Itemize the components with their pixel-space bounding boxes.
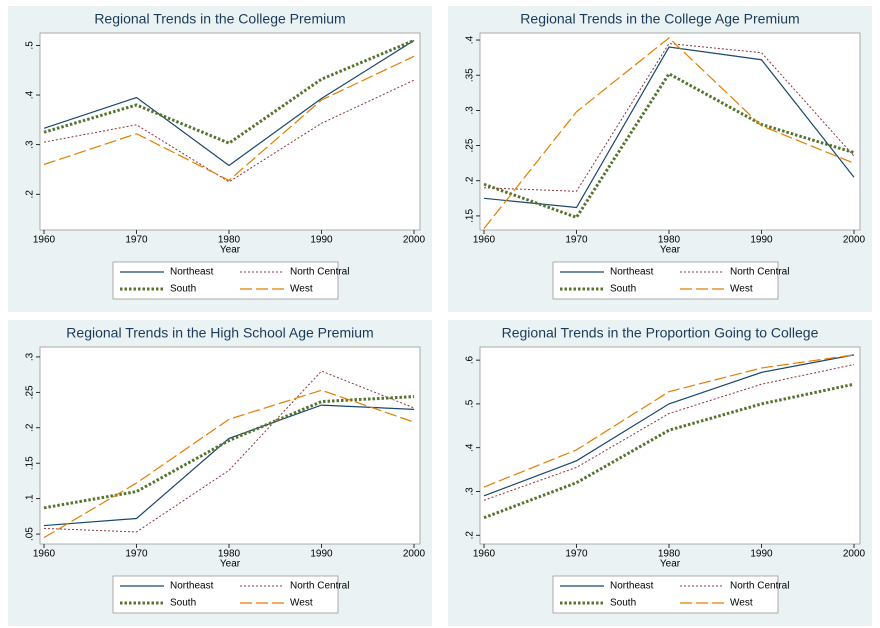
- legend-label: Northeast: [170, 267, 214, 278]
- series-line: [483, 71, 855, 220]
- legend-label: West: [730, 284, 753, 295]
- y-tick-label: .2: [25, 190, 36, 199]
- legend-label: Northeast: [170, 581, 214, 592]
- series-line: [483, 46, 855, 209]
- x-axis-label: Year: [660, 245, 681, 256]
- legend-label: Northeast: [610, 267, 654, 278]
- series-line: [483, 364, 855, 501]
- y-tick-label: .1: [25, 494, 36, 503]
- y-tick-label: .25: [465, 138, 476, 152]
- legend-label: West: [730, 598, 753, 609]
- chart-title: Regional Trends in the High School Age P…: [66, 325, 373, 341]
- x-tick-label: 1960: [473, 235, 496, 246]
- y-tick-label: .25: [25, 385, 36, 399]
- chart-panel: Regional Trends in the High School Age P…: [8, 320, 432, 626]
- y-tick-label: .3: [25, 352, 36, 361]
- series-line: [43, 370, 415, 533]
- plot-area: [479, 346, 861, 545]
- series-line: [43, 389, 415, 539]
- series-line: [483, 43, 855, 192]
- y-tick-label: .3: [465, 106, 476, 115]
- chart-panel: Regional Trends in the College Age Premi…: [448, 6, 872, 312]
- series-line: [43, 395, 415, 510]
- x-tick-label: 2000: [843, 549, 866, 560]
- x-tick-label: 1970: [125, 235, 148, 246]
- legend-box: [112, 261, 339, 300]
- y-tick-label: .15: [465, 209, 476, 223]
- y-tick-label: .5: [465, 399, 476, 408]
- series-line: [483, 354, 855, 488]
- legend-box: [112, 575, 339, 614]
- y-tick-label: .05: [25, 527, 36, 541]
- x-tick-label: 1980: [658, 235, 681, 246]
- y-tick-label: .4: [25, 90, 36, 99]
- legend-label: North Central: [290, 267, 349, 278]
- x-axis-label: Year: [660, 559, 681, 570]
- x-tick-label: 1960: [473, 549, 496, 560]
- plot-area: [39, 32, 421, 231]
- legend-label: South: [610, 284, 636, 295]
- x-tick-label: 1990: [310, 549, 333, 560]
- x-tick-label: 1980: [218, 235, 241, 246]
- x-tick-label: 1980: [218, 549, 241, 560]
- legend-label: South: [170, 284, 196, 295]
- x-tick-label: 1990: [750, 235, 773, 246]
- legend-box: [552, 575, 779, 614]
- x-tick-label: 1970: [125, 549, 148, 560]
- x-tick-label: 1960: [33, 549, 56, 560]
- legend-label: South: [170, 598, 196, 609]
- plot-area: [39, 346, 421, 545]
- y-tick-label: .6: [465, 356, 476, 365]
- x-tick-label: 2000: [403, 549, 426, 560]
- y-tick-label: .35: [465, 68, 476, 82]
- chart-title: Regional Trends in the Proportion Going …: [502, 325, 819, 341]
- y-tick-label: .15: [25, 456, 36, 470]
- series-line: [483, 354, 855, 497]
- series-line: [43, 404, 415, 527]
- x-axis-label: Year: [220, 559, 241, 570]
- x-tick-label: 2000: [403, 235, 426, 246]
- plot-area: [479, 32, 861, 231]
- y-tick-label: .2: [25, 423, 36, 432]
- series-line: [43, 39, 415, 167]
- legend-label: West: [290, 284, 313, 295]
- x-tick-label: 2000: [843, 235, 866, 246]
- y-tick-label: .3: [25, 140, 36, 149]
- series-line: [43, 39, 415, 145]
- legend-label: North Central: [730, 267, 789, 278]
- y-tick-label: .4: [465, 443, 476, 452]
- x-tick-label: 1970: [565, 235, 588, 246]
- x-tick-label: 1990: [750, 549, 773, 560]
- series-line: [483, 37, 855, 229]
- y-tick-label: .2: [465, 531, 476, 540]
- chart-panel: Regional Trends in the Proportion Going …: [448, 320, 872, 626]
- y-tick-label: .3: [465, 487, 476, 496]
- x-tick-label: 1970: [565, 549, 588, 560]
- series-line: [43, 55, 415, 182]
- y-tick-label: .5: [25, 41, 36, 50]
- x-axis-label: Year: [220, 245, 241, 256]
- legend-label: North Central: [290, 581, 349, 592]
- legend-label: West: [290, 598, 313, 609]
- x-tick-label: 1980: [658, 549, 681, 560]
- chart-title: Regional Trends in the College Premium: [94, 11, 345, 27]
- chart-panel: Regional Trends in the College Premium .2…: [8, 6, 432, 312]
- chart-title: Regional Trends in the College Age Premi…: [520, 11, 799, 27]
- legend-label: North Central: [730, 581, 789, 592]
- legend-label: South: [610, 598, 636, 609]
- x-tick-label: 1960: [33, 235, 56, 246]
- x-tick-label: 1990: [310, 235, 333, 246]
- y-tick-label: .2: [465, 176, 476, 185]
- legend-label: Northeast: [610, 581, 654, 592]
- y-tick-label: .4: [465, 35, 476, 44]
- legend-box: [552, 261, 779, 300]
